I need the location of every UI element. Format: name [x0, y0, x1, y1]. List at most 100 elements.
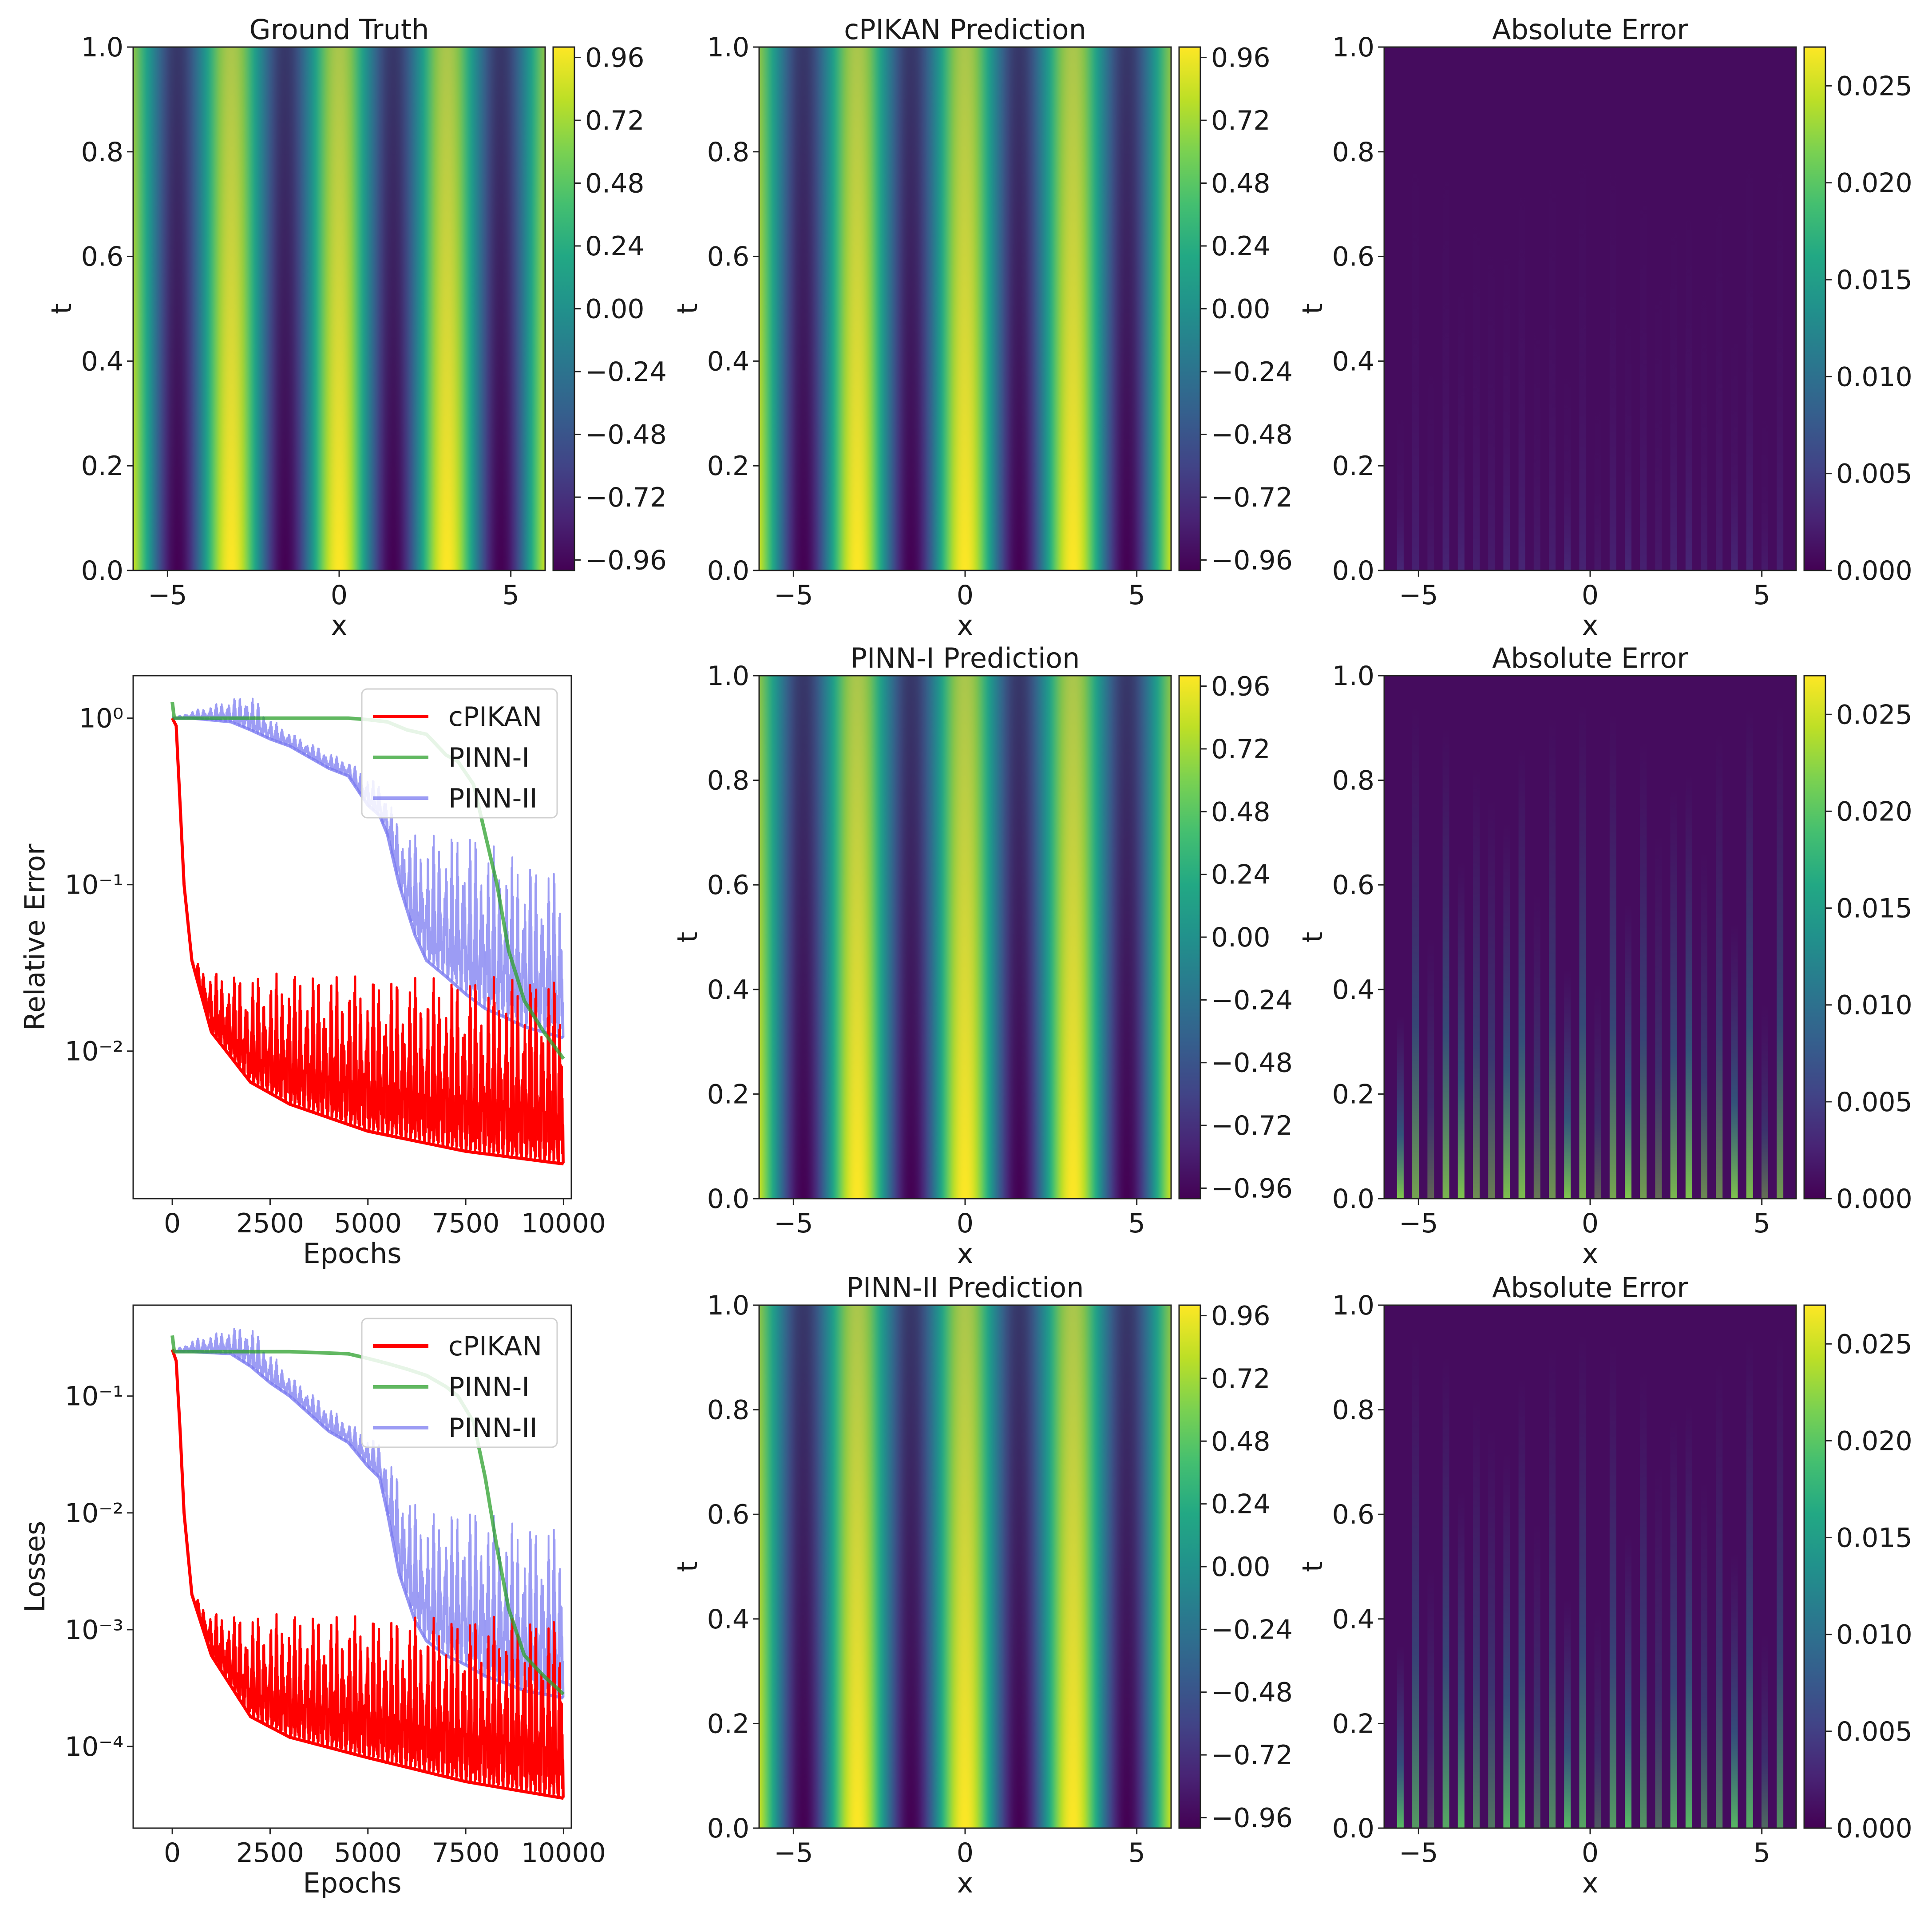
x-tick-label: 0 — [1582, 580, 1599, 611]
error-streak — [1442, 96, 1449, 570]
error-streak — [1625, 274, 1631, 570]
x-tick-label: 10000 — [521, 1837, 606, 1869]
error-streak — [1609, 1340, 1616, 1828]
x-tick-label: 0 — [1582, 1208, 1599, 1239]
colorbar — [1804, 1305, 1825, 1828]
y-tick-label: 10⁻¹ — [65, 870, 123, 901]
error-background — [1384, 1305, 1796, 1828]
error-streak — [1503, 1451, 1510, 1828]
error-streak — [1609, 710, 1616, 1199]
error-streak — [1412, 75, 1419, 570]
colorbar-tick-label: 0.005 — [1836, 459, 1912, 490]
y-axis-label: t — [1296, 1561, 1329, 1572]
error-streak — [1427, 307, 1434, 570]
error-streak — [1488, 167, 1495, 570]
y-axis-label: Relative Error — [19, 843, 51, 1030]
colorbar-tick-label: −0.48 — [585, 419, 667, 450]
legend-label: cPIKAN — [448, 701, 542, 732]
y-tick-label: 0.2 — [707, 1708, 749, 1739]
x-tick-label: 0 — [957, 580, 974, 611]
x-tick-label: 5 — [1754, 580, 1770, 611]
colorbar-tick-label: 0.010 — [1836, 990, 1912, 1021]
error-streak — [1564, 1598, 1571, 1828]
colorbar-tick-label: 0.005 — [1836, 1716, 1912, 1747]
x-tick-label: 0 — [957, 1208, 974, 1239]
y-tick-label: 10⁻⁴ — [65, 1731, 123, 1762]
error-streak — [1716, 730, 1723, 1199]
error-streak — [1655, 1461, 1662, 1828]
x-tick-label: 2500 — [236, 1837, 304, 1869]
colorbar-tick-label: 0.48 — [1211, 796, 1271, 827]
heatmap-panel-pinn-i-error: −5 0 5 0.0 0.2 0.4 0.6 0.8 1.0 Absolute Error x t 0.… — [1296, 642, 1912, 1270]
error-streak — [1594, 353, 1601, 570]
axes-frame — [132, 1304, 572, 1829]
x-tick-label: 10000 — [521, 1208, 606, 1239]
error-streak — [1685, 144, 1692, 570]
error-streak — [1442, 1354, 1449, 1828]
y-tick-label: 0.0 — [1332, 1184, 1374, 1215]
error-streak — [1609, 82, 1616, 570]
y-tick-label: 0.0 — [1332, 555, 1374, 586]
heatmap-panel-ground-truth: −5 0 5 0.0 0.2 0.4 0.6 0.8 1.0 Ground Truth x t 0.96… — [45, 13, 667, 641]
x-tick-label: −5 — [774, 1837, 813, 1869]
x-axis-label: x — [1582, 1237, 1599, 1270]
colorbar-tick-label: 0.020 — [1836, 168, 1912, 199]
x-tick-label: 2500 — [236, 1208, 304, 1239]
error-streak — [1579, 702, 1586, 1199]
colorbar-tick-label: −0.96 — [585, 545, 667, 576]
y-tick-label: 0.2 — [707, 1079, 749, 1110]
error-streak — [1761, 1002, 1768, 1199]
y-tick-label: 1.0 — [1332, 661, 1374, 692]
colorbar-tick-label: 0.015 — [1836, 893, 1912, 924]
legend-box — [361, 1318, 558, 1448]
heatmap-amplitude-overlay — [759, 676, 1171, 1199]
colorbar-tick-label: 0.24 — [1211, 231, 1271, 262]
colorbar-frame — [1803, 46, 1826, 571]
y-tick-label: 10⁻² — [65, 1498, 123, 1529]
heatmap-amplitude-overlay — [759, 1305, 1171, 1828]
y-tick-label: 10⁻³ — [65, 1615, 123, 1646]
y-tick-label: 10⁰ — [79, 703, 123, 734]
colorbar-tick-label: −0.24 — [1211, 356, 1293, 388]
y-axis-label: t — [671, 932, 704, 942]
y-tick-label: 0.2 — [1332, 451, 1374, 482]
colorbar-tick-label: 0.025 — [1836, 71, 1912, 102]
x-tick-label: 0 — [957, 1837, 974, 1869]
legend-label: cPIKAN — [448, 1331, 542, 1362]
error-streak — [1761, 1632, 1768, 1828]
error-streak — [1412, 704, 1419, 1199]
x-tick-label: −5 — [1399, 1837, 1438, 1869]
error-streak — [1397, 1015, 1404, 1199]
y-tick-label: 0.4 — [1332, 346, 1374, 377]
series-cpikan-envelope — [170, 1349, 564, 1800]
series-cpikan-envelope — [170, 717, 564, 1166]
heatmap-panel-cpikan-prediction: −5 0 5 0.0 0.2 0.4 0.6 0.8 1.0 cPIKAN Prediction x… — [671, 13, 1293, 641]
y-tick-label: 0.6 — [1332, 241, 1374, 273]
error-streak — [1655, 831, 1662, 1199]
error-streak — [1518, 117, 1525, 571]
error-streak — [1503, 193, 1510, 571]
heatmap-panel-pinn-ii-error: −5 0 5 0.0 0.2 0.4 0.6 0.8 1.0 Absolute Error x t 0.… — [1296, 1271, 1912, 1899]
colorbar-tick-label: 0.000 — [1836, 555, 1912, 586]
error-streak — [1746, 706, 1753, 1199]
y-tick-label: 0.4 — [1332, 1604, 1374, 1635]
y-tick-label: 0.0 — [707, 1813, 749, 1844]
y-tick-label: 0.4 — [707, 346, 749, 377]
error-streak — [1594, 981, 1601, 1199]
colorbar-tick-label: 0.96 — [585, 43, 645, 74]
error-streak — [1579, 1331, 1586, 1828]
colorbar — [1179, 47, 1200, 570]
colorbar-tick-label: 0.00 — [585, 294, 645, 325]
colorbar-tick-label: −0.48 — [1211, 1677, 1293, 1708]
error-streak — [1518, 1375, 1525, 1828]
x-tick-label: 5 — [1754, 1208, 1770, 1239]
x-axis-label: x — [957, 609, 974, 641]
error-streak — [1685, 773, 1692, 1199]
series-cpikan — [171, 1349, 565, 1799]
y-tick-label: 1.0 — [1332, 1290, 1374, 1321]
colorbar-tick-label: 0.72 — [1211, 1363, 1271, 1394]
y-tick-label: 0.2 — [1332, 1708, 1374, 1739]
error-streak — [1442, 725, 1449, 1199]
error-streak — [1670, 158, 1677, 571]
x-tick-label: −5 — [1399, 580, 1438, 611]
